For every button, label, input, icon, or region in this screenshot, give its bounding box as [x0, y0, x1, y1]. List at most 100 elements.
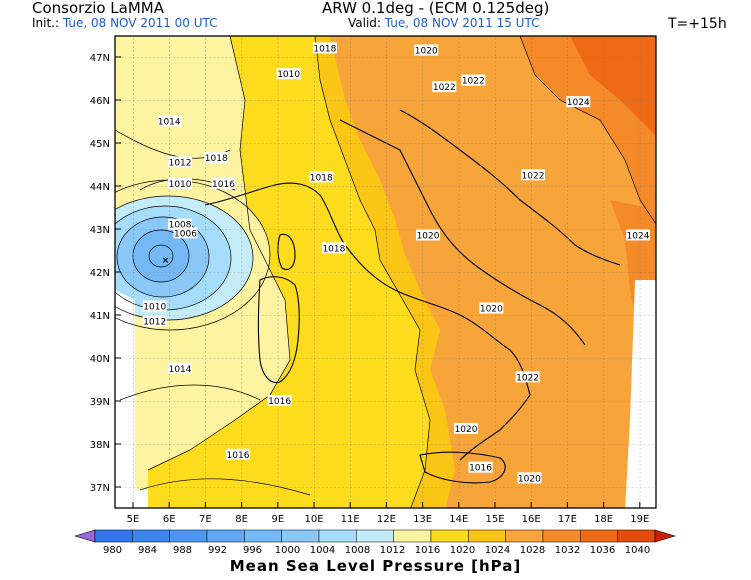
isobar-label-bg	[142, 300, 167, 312]
lat-tick-label: 46N	[90, 96, 110, 107]
isobar-label: 1018	[205, 154, 228, 164]
colorbar-level-label: 992	[208, 545, 227, 556]
lat-tick-label: 47N	[90, 53, 110, 64]
isobar-label: 1018	[212, 513, 235, 523]
lon-tick-label: 6E	[163, 514, 176, 525]
isobar-label-bg	[168, 177, 193, 189]
isobar-label-bg	[204, 152, 229, 164]
org-title: Consorzio LaMMA	[32, 0, 164, 17]
isobar-label-bg	[211, 177, 236, 189]
colorbar: 980 984 988 992 996 1000 1004 1008 1012 1016 1020 1…	[73, 529, 677, 556]
colorbar-swatch	[244, 529, 282, 543]
isobar-label: 1016	[212, 180, 235, 190]
colorbar-swatch	[542, 529, 581, 543]
colorbar-swatch	[206, 529, 245, 543]
lat-tick-label: 40N	[90, 354, 110, 365]
pressure-fields: 1018 1020 1010 1022 1022 1024 1014 1012 1018 1010…	[115, 36, 656, 523]
lat-tick-label: 41N	[90, 311, 110, 322]
lat-tick-label: 37N	[90, 483, 110, 494]
colorbar-swatch	[580, 529, 618, 543]
isobar-label-bg	[212, 511, 236, 522]
isobar-label: 1024	[567, 98, 590, 108]
isobar-label: 1012	[169, 158, 192, 168]
isobar-label-bg	[267, 395, 292, 406]
lat-tick-label: 43N	[90, 225, 110, 236]
colorbar-swatch	[281, 529, 320, 543]
colorbar-swatch	[94, 529, 133, 543]
colorbar-swatch	[318, 529, 357, 543]
lat-tick-label: 45N	[90, 139, 110, 150]
lon-tick-label: 11E	[341, 514, 360, 525]
colorbar-level-label: 1036	[590, 545, 615, 556]
colorbar-level-label: 1040	[625, 545, 650, 556]
colorbar-level-label: 1012	[380, 545, 405, 556]
lon-tick-label: 18E	[594, 514, 613, 525]
isobar-label: 1022	[462, 77, 485, 87]
isobar-label-bg	[416, 229, 441, 241]
lat-tick-label: 39N	[90, 397, 110, 408]
isobar-label-bg	[414, 44, 439, 56]
isobar-label: 1020	[415, 47, 438, 57]
isobar-label-bg	[521, 169, 546, 181]
lon-tick-label: 14E	[449, 514, 468, 525]
valid-label: Valid:	[348, 16, 381, 30]
isobar-label: 1022	[522, 171, 545, 181]
colorbar-level-label: 1000	[275, 545, 300, 556]
lat-tick-label: 38N	[90, 440, 110, 451]
lon-tick-label: 10E	[304, 514, 323, 525]
lon-tick-label: 5E	[127, 514, 140, 525]
isobar-label: 1016	[227, 451, 250, 461]
isobar-label-bg	[309, 171, 334, 183]
isobar-label: 1020	[480, 305, 503, 315]
init-time: Init.: Tue, 08 NOV 2011 00 UTC	[32, 16, 218, 30]
isobar-label-bg	[566, 96, 591, 108]
colorbar-title: Mean Sea Level Pressure [hPa]	[229, 557, 522, 575]
colorbar-level-label: 984	[138, 545, 157, 556]
isobar-label-bg	[225, 448, 250, 460]
lon-axis: 5E 6E 7E 8E 9E 10E 11E 12E 13E 14E 15E 16E 17E 18E 19E	[127, 502, 649, 525]
colorbar-swatch	[505, 529, 544, 543]
isobar-labels: 1018 1020 1010 1022 1022 1024 1014 1012 1018 1010…	[142, 42, 650, 523]
lon-tick-label: 19E	[630, 514, 649, 525]
isobar-label: 1014	[169, 365, 192, 375]
isobar-label-bg	[173, 227, 198, 239]
isobar-label: 1016	[469, 464, 492, 474]
model-title: ARW 0.1deg - (ECM 0.125deg)	[322, 0, 550, 17]
colorbar-swatch	[169, 529, 208, 543]
isobar-label-bg	[432, 81, 457, 93]
colorbar-swatch	[468, 529, 506, 543]
isobar-label: 1020	[455, 425, 478, 435]
lon-tick-label: 12E	[377, 514, 396, 525]
isobar-label-bg	[454, 422, 479, 434]
lead-time: T=+15h	[668, 16, 727, 32]
lon-tick-label: 9E	[271, 514, 284, 525]
isobar-label-bg	[168, 156, 193, 168]
lat-tick-label: 44N	[90, 182, 110, 193]
graticule	[115, 36, 656, 508]
isobar-label: 1022	[516, 373, 539, 383]
isobar-label-bg	[479, 302, 504, 314]
colorbar-level-label: 996	[243, 545, 262, 556]
lat-axis: 47N 46N 45N 44N 43N 42N 41N 40N 39N 38N 37N	[90, 53, 121, 494]
isobar-label: 1024	[627, 231, 650, 241]
isobar-label-bg	[321, 242, 346, 254]
isobar-label-bg	[312, 42, 337, 54]
isobar-label-bg	[168, 362, 193, 374]
isobar-label: 1016	[268, 397, 291, 407]
colorbar-swatch	[393, 529, 432, 543]
lat-tick-label: 42N	[90, 268, 110, 279]
low-center-marker: ×	[162, 256, 170, 266]
isobar-label: 1008	[169, 221, 192, 231]
colorbar-level-label: 1004	[310, 545, 335, 556]
lon-tick-label: 7E	[199, 514, 212, 525]
colorbar-level-label: 1024	[485, 545, 510, 556]
colorbar-low-arrow-outline	[73, 529, 96, 543]
colorbar-level-label: 980	[103, 545, 122, 556]
init-value: Tue, 08 NOV 2011 00 UTC	[62, 16, 218, 30]
isobar-label: 1020	[518, 474, 541, 484]
isobar-label: 1014	[158, 118, 181, 128]
colorbar-level-label: 1016	[415, 545, 440, 556]
colorbar-level-label: 1032	[555, 545, 580, 556]
isobar-label: 1020	[417, 231, 440, 241]
lon-tick-label: 16E	[522, 514, 541, 525]
